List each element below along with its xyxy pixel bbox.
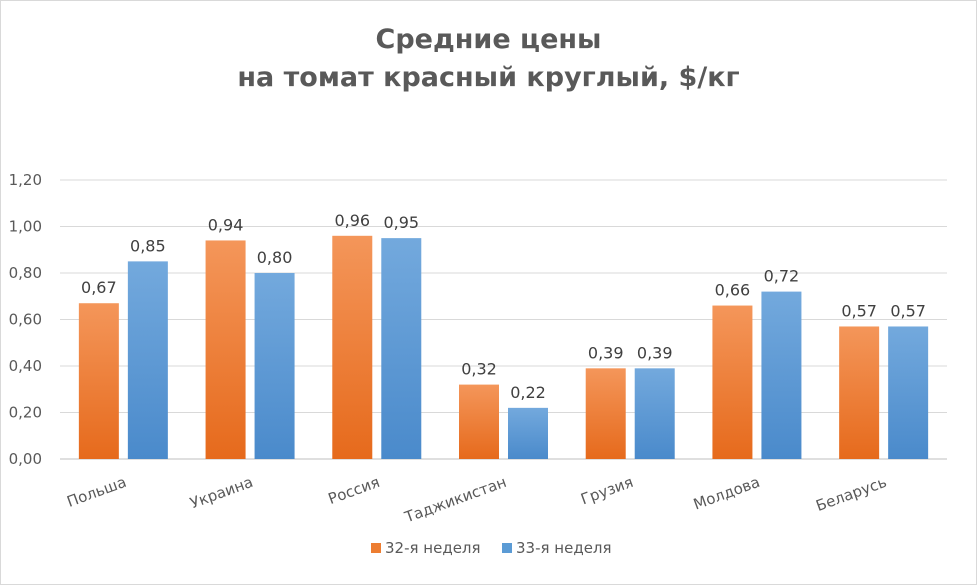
y-tick-label: 1,20 xyxy=(9,171,42,189)
x-tick-label: Грузия xyxy=(578,473,635,508)
data-label: 0,57 xyxy=(841,301,877,320)
bar-week33 xyxy=(888,326,929,459)
x-tick-label: Таджикистан xyxy=(401,473,508,527)
data-label: 0,85 xyxy=(130,236,166,255)
y-tick-label: 0,60 xyxy=(9,311,42,329)
bar-week33 xyxy=(761,291,802,459)
x-tick-label: Украина xyxy=(188,473,256,512)
bar-week33 xyxy=(381,238,422,459)
bar-week32 xyxy=(205,240,246,459)
legend-label: 32-я неделя xyxy=(385,539,481,557)
x-tick-label: Россия xyxy=(326,473,382,508)
y-tick-label: 0,40 xyxy=(9,357,42,375)
bar-week32 xyxy=(332,235,373,459)
chart-subtitle: на томат красный круглый, $/кг xyxy=(237,62,740,93)
data-label: 0,96 xyxy=(334,211,370,230)
legend-swatch xyxy=(502,543,512,553)
data-label: 0,67 xyxy=(81,278,117,297)
data-label: 0,94 xyxy=(208,215,244,234)
data-label: 0,72 xyxy=(764,267,800,286)
y-tick-label: 0,80 xyxy=(9,264,42,282)
bar-week33 xyxy=(254,273,295,459)
data-label: 0,66 xyxy=(715,281,751,300)
legend-swatch xyxy=(371,543,381,553)
bar-week32 xyxy=(585,368,626,459)
data-label: 0,22 xyxy=(510,383,546,402)
x-tick-label: Польша xyxy=(64,473,128,511)
bar-week32 xyxy=(459,384,499,459)
y-tick-label: 1,00 xyxy=(9,218,42,236)
data-label: 0,32 xyxy=(461,360,497,379)
bar-week32 xyxy=(839,326,880,459)
x-tick-label: Молдова xyxy=(691,473,762,514)
bar-week33 xyxy=(508,407,548,459)
bar-week33 xyxy=(127,261,168,459)
chart-title: Средние цены xyxy=(375,24,602,55)
data-label: 0,57 xyxy=(890,301,926,320)
bar-week32 xyxy=(712,305,753,459)
data-label: 0,95 xyxy=(383,213,419,232)
data-label: 0,80 xyxy=(257,248,293,267)
bar-week32 xyxy=(78,303,119,459)
y-tick-label: 0,00 xyxy=(9,450,42,468)
data-label: 0,39 xyxy=(637,343,673,362)
legend-label: 33-я неделя xyxy=(516,539,612,557)
data-label: 0,39 xyxy=(588,343,624,362)
y-tick-label: 0,20 xyxy=(9,404,42,422)
x-tick-label: Беларусь xyxy=(814,473,890,515)
bar-week33 xyxy=(634,368,675,459)
